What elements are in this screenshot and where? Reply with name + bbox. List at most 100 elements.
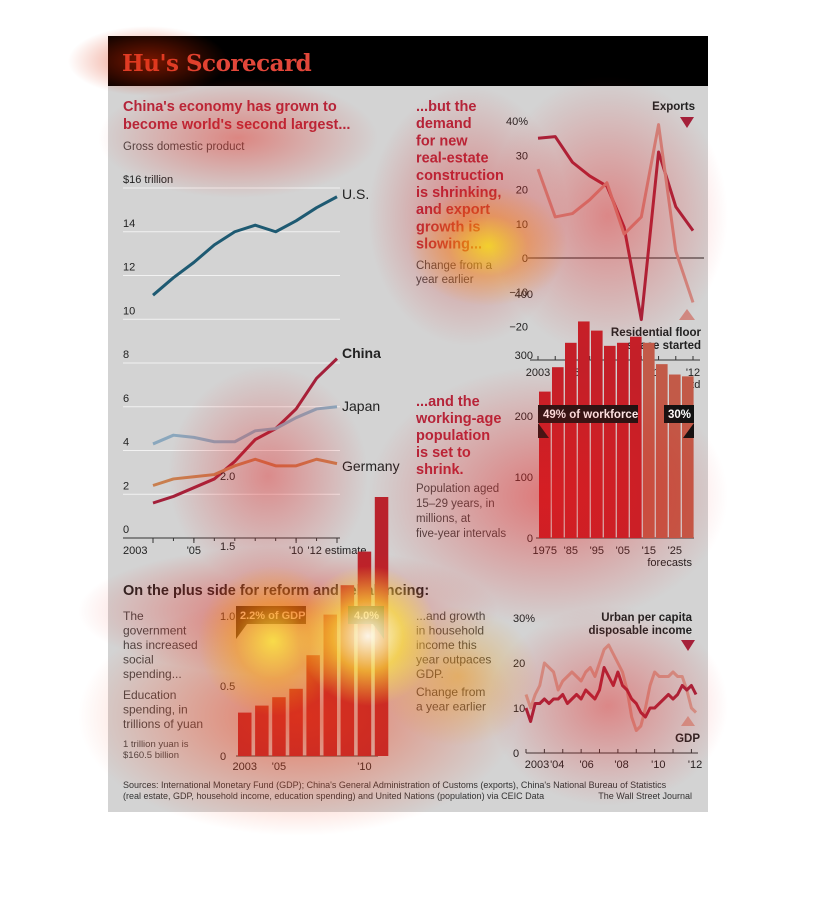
exports-legend-marker xyxy=(680,117,694,128)
population-callout-text: 30% xyxy=(668,409,691,421)
exports-headline: demand xyxy=(416,116,472,132)
education-bar xyxy=(289,688,303,756)
population-subtitle: Population aged xyxy=(416,483,499,495)
education-subtitle: trillions of yuan xyxy=(123,717,203,731)
gdp-y-tick-label: 14 xyxy=(123,218,135,230)
income-legend-label: disposable income xyxy=(588,625,692,637)
education-headline: The xyxy=(123,609,144,623)
gdp-line-germany xyxy=(152,457,338,487)
population-headline: population xyxy=(416,428,490,444)
population-subtitle: five-year intervals xyxy=(416,528,506,540)
population-y-tick-label: 100 xyxy=(515,472,533,484)
exports-y-tick-label: −20 xyxy=(509,321,528,333)
population-headline: ...and the xyxy=(416,394,480,410)
exports-line-0 xyxy=(537,135,695,322)
population-callout-text: 49% of workforce xyxy=(543,409,638,421)
exports-y-tick-label: 40% xyxy=(506,116,528,128)
population-x-tick-label: '85 xyxy=(564,545,578,557)
exports-y-tick-label: 0 xyxy=(522,253,528,265)
education-headline: spending... xyxy=(123,667,182,681)
population-subtitle: millions, at xyxy=(416,513,471,525)
gdp-x-tick-label: '12 estimate xyxy=(308,545,367,557)
exports-headline: ...but the xyxy=(416,99,476,115)
income-line-1 xyxy=(524,666,698,723)
population-x-tick-label: '05 xyxy=(616,545,630,557)
gdp-x-tick-label: '05 xyxy=(187,545,201,557)
gdp-legend-marker xyxy=(681,716,695,726)
education-x-tick-label: '05 xyxy=(272,761,286,773)
education-bar xyxy=(306,655,320,756)
population-bar xyxy=(630,336,642,538)
education-y-tick-label: 0.5 xyxy=(220,681,235,693)
population-bar xyxy=(617,342,629,538)
gdp-y-tick-label: 6 xyxy=(123,393,129,405)
education-bar xyxy=(255,705,269,756)
source-note: (real estate, GDP, household income, edu… xyxy=(123,791,544,801)
population-headline: shrink. xyxy=(416,462,464,478)
gdp-y-tick-label: 8 xyxy=(123,349,129,361)
gdp-y-tick-label: $16 trillion xyxy=(123,174,173,186)
population-y-tick-label: 200 xyxy=(515,411,533,423)
gdp-series-label: Japan xyxy=(342,398,380,414)
population-bar xyxy=(578,321,590,538)
gdp-line-us xyxy=(152,195,338,297)
income-y-tick-label: 0 xyxy=(513,748,519,760)
gdp-y-tick-label: 4 xyxy=(123,437,129,449)
gdp-legend-label: GDP xyxy=(675,733,700,745)
gdp-y-tick-label: 2 xyxy=(123,480,129,492)
exports-line-1 xyxy=(536,123,695,303)
education-bar xyxy=(238,712,252,756)
exports-y-tick-label: 10 xyxy=(516,219,528,231)
population-headline: working-age xyxy=(415,411,501,427)
income-x-tick-label: '06 xyxy=(579,759,593,771)
gdp-y-tick-label: 0 xyxy=(123,524,129,536)
source-note: Sources: International Monetary Fund (GD… xyxy=(123,780,667,790)
exports-y-tick-label: 20 xyxy=(516,185,528,197)
income-x-tick-label: '10 xyxy=(651,759,665,771)
income-subtitle: a year earlier xyxy=(416,700,486,714)
gdp-y-tick-label: 10 xyxy=(123,305,135,317)
exports-headline: real-estate xyxy=(416,151,489,167)
education-note: 1 trillion yuan is xyxy=(123,739,189,750)
population-bar xyxy=(565,342,577,538)
education-callout-text: 2.2% of GDP xyxy=(240,610,305,622)
income-y-tick-label: 10 xyxy=(513,703,525,715)
income-x-tick-label: '12 xyxy=(688,759,702,771)
population-x-tick-label: '25 xyxy=(668,545,682,557)
population-bar xyxy=(669,374,681,538)
education-y-tick-label: 0 xyxy=(220,751,226,763)
gdp-series-label: Germany xyxy=(342,458,400,474)
population-bar xyxy=(643,342,655,538)
gdp-subtitle: Gross domestic product xyxy=(123,141,245,153)
gdp-x-tick-label: 2003 xyxy=(123,545,147,557)
income-x-tick-label: '08 xyxy=(614,759,628,771)
exports-headline: for new xyxy=(416,133,468,149)
exports-subtitle: year earlier xyxy=(416,274,474,286)
exports-headline: construction xyxy=(416,168,504,184)
gdp-headline: China's economy has grown to xyxy=(123,99,337,115)
income-y-tick-label: 20 xyxy=(513,658,525,670)
education-y-tick-label: 2.0 xyxy=(220,471,235,483)
education-headline: social xyxy=(123,653,154,667)
exports-headline: is shrinking, xyxy=(416,185,501,201)
education-x-tick-label: '10 xyxy=(357,761,371,773)
gdp-x-tick-label: '10 xyxy=(289,545,303,557)
education-y-tick-label: 1.0 xyxy=(220,611,235,623)
credit: The Wall Street Journal xyxy=(598,791,692,801)
income-x-tick-label: 2003 xyxy=(525,759,549,771)
population-bar xyxy=(591,330,603,538)
gdp-series-label: China xyxy=(342,345,381,361)
population-y-tick-label: 300 xyxy=(515,350,533,362)
income-headline: year outpaces xyxy=(416,653,491,667)
population-x-tick-label: '95 xyxy=(590,545,604,557)
income-headline: ...and growth xyxy=(416,609,485,623)
gdp-line-china xyxy=(152,357,339,505)
income-line-0 xyxy=(524,643,698,732)
population-bar xyxy=(604,345,616,538)
scorecard-svg: China's economy has grown to become world… xyxy=(123,99,704,801)
gdp-y-tick-label: 12 xyxy=(123,262,135,274)
education-bar xyxy=(323,614,337,756)
income-headline: GDP. xyxy=(416,667,444,681)
exports-headline: growth is xyxy=(416,219,480,235)
population-bar xyxy=(656,364,668,538)
